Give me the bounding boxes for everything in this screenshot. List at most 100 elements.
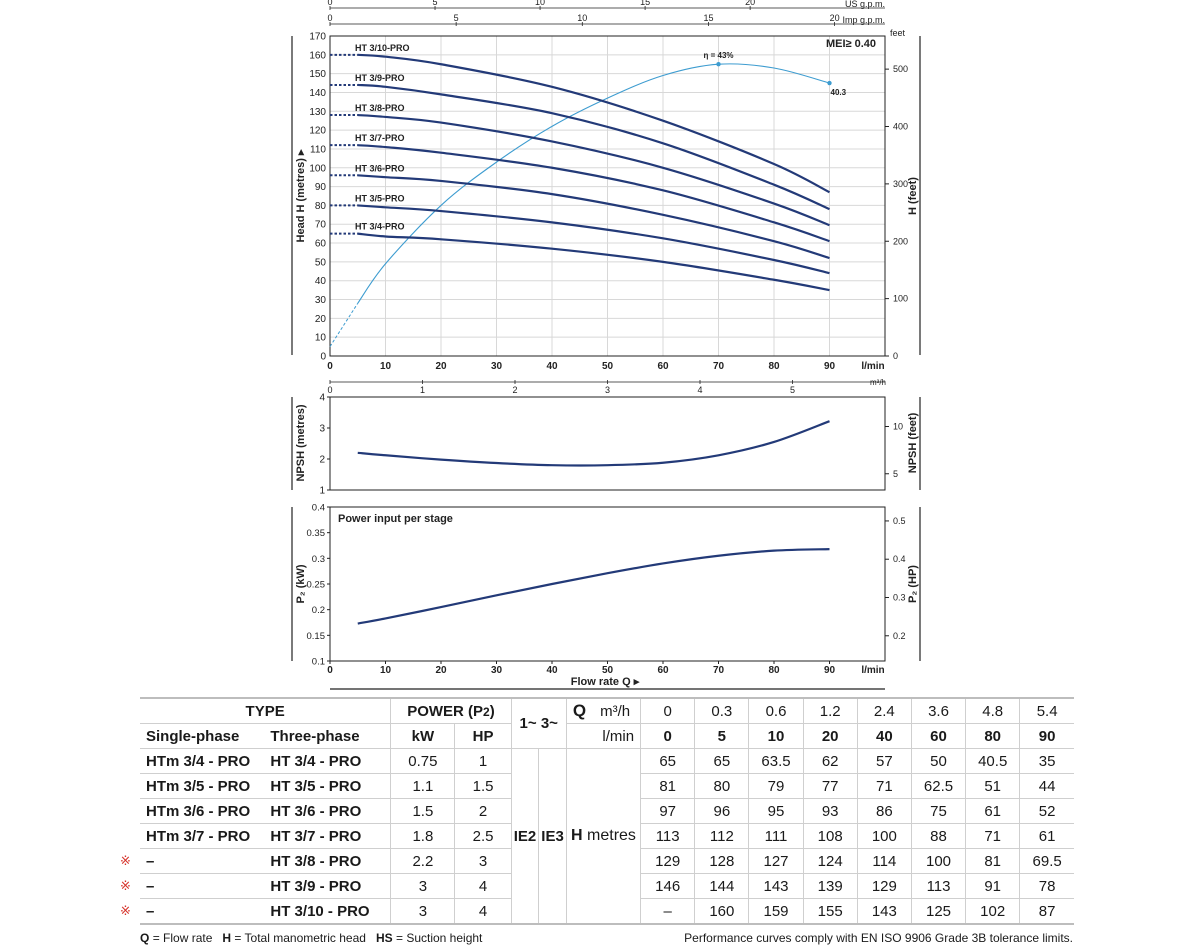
head-value: 65 (694, 748, 749, 774)
y-tick-label: 2 (319, 455, 325, 466)
y-tick-label: 100 (309, 163, 326, 174)
power-kw: 3 (390, 898, 455, 924)
lmin-value: 5 (694, 723, 749, 749)
x-unit-label: l/min (861, 361, 884, 372)
head-value: 129 (640, 848, 695, 874)
head-value: 108 (802, 823, 858, 849)
single-phase-header: Single-phase (140, 723, 265, 749)
m3h-tick-label: 4 (697, 385, 702, 395)
x-tick-label: 20 (435, 361, 447, 372)
m3h-value: 4.8 (965, 697, 1020, 724)
y-tick-label: 3 (319, 424, 325, 435)
power-kw: 1.8 (390, 823, 455, 849)
m3h-tick-label: 3 (605, 385, 610, 395)
x-tick-label: 90 (824, 361, 836, 372)
head-value: 124 (802, 848, 858, 874)
x-tick-label: 0 (327, 665, 333, 676)
top-axis-tick-label: 5 (454, 13, 459, 23)
efficiency-curve (357, 63, 830, 304)
top-axis-tick-label: 15 (640, 0, 650, 7)
three-phase-model: HT 3/9 - PRO (264, 873, 391, 899)
x-tick-label: 80 (768, 665, 780, 676)
x-tick-label: 80 (768, 361, 780, 372)
head-value: 61 (1019, 823, 1074, 849)
x-unit-label: l/min (861, 665, 884, 676)
m3h-value: 3.6 (910, 697, 966, 724)
head-value: 95 (748, 798, 804, 824)
power-curve (357, 547, 830, 625)
head-value: 62.5 (910, 773, 966, 799)
head-value: 57 (856, 748, 912, 774)
head-value: 71 (965, 823, 1020, 849)
x-tick-label: 30 (491, 665, 503, 676)
table-row: HTm 3/6 - PRO HT 3/6 - PRO 1.5 2 97 96 9… (140, 798, 1074, 824)
top-axis-label: Imp g.p.m. (842, 15, 885, 25)
head-value: 71 (856, 773, 912, 799)
y-tick-label: 0.25 (307, 580, 326, 591)
y-tick-label: 30 (315, 295, 327, 306)
power-kw: 3 (390, 873, 455, 899)
head-value: 81 (640, 773, 695, 799)
curve-label: HT 3/9-PRO (355, 73, 405, 83)
single-phase-model: HTm 3/5 - PRO (140, 773, 265, 799)
phase-header: 1~ 3~ (510, 697, 567, 749)
m3h-value: 0.3 (694, 697, 749, 724)
head-value: 144 (694, 873, 749, 899)
right-tick-label: 10 (893, 422, 903, 432)
right-tick-label: 0.5 (893, 516, 906, 526)
head-value: 159 (748, 898, 804, 924)
pump-curve (357, 174, 830, 260)
head-value: 143 (748, 873, 804, 899)
three-phase-model: HT 3/10 - PRO (264, 898, 391, 924)
x-tick-label: 10 (380, 361, 392, 372)
curve-label: HT 3/5-PRO (355, 193, 405, 203)
pump-curve (357, 232, 830, 292)
y-tick-label: 4 (319, 393, 325, 404)
table-header-row-2: Single-phase Three-phase kW HP l/min 0 5… (140, 723, 1074, 749)
x-tick-label: 70 (713, 665, 725, 676)
power-hp: 2 (454, 798, 512, 824)
type-header: TYPE (140, 697, 391, 724)
head-value: 114 (856, 848, 912, 874)
power-kw: 2.2 (390, 848, 455, 874)
top-axis-tick-label: 0 (327, 0, 332, 7)
x-tick-label: 50 (602, 665, 614, 676)
head-value: 86 (856, 798, 912, 824)
y-axis-label: P₂ (kW) (295, 564, 307, 603)
right-tick-label: 5 (893, 469, 898, 479)
y-tick-label: 40 (315, 276, 327, 287)
top-axis-tick-label: 20 (745, 0, 755, 7)
y-tick-label: 90 (315, 182, 327, 193)
y-axis-label-right: H (feet) (907, 177, 919, 215)
power-hp: 1.5 (454, 773, 512, 799)
mei-label: MEI≥ 0.40 (826, 38, 876, 50)
npsh-curve (357, 420, 830, 467)
right-tick-label: 0.3 (893, 592, 906, 602)
warning-mark-icon: ※ (120, 902, 131, 918)
pump-curve (357, 113, 830, 227)
performance-charts: 0102030405060708090100110120130140150160… (291, 0, 921, 690)
three-phase-model: HT 3/6 - PRO (264, 798, 391, 824)
right-tick-label: 0.2 (893, 631, 906, 641)
m3h-tick-label: 1 (420, 385, 425, 395)
head-value: 81 (965, 848, 1020, 874)
x-tick-label: 90 (824, 665, 836, 676)
m3h-tick-label: 5 (790, 385, 795, 395)
head-value: – (640, 898, 695, 924)
right-tick-label: 0.4 (893, 554, 906, 564)
m3h-tick-label: 2 (512, 385, 517, 395)
y-tick-label: 140 (309, 88, 326, 99)
y-tick-label: 0.15 (307, 631, 326, 642)
head-value: 91 (965, 873, 1020, 899)
y-tick-label: 0.35 (307, 528, 326, 539)
curve-label: HT 3/7-PRO (355, 133, 405, 143)
head-value: 44 (1019, 773, 1074, 799)
power-hp: 3 (454, 848, 512, 874)
head-value: 100 (856, 823, 912, 849)
table-row: HTm 3/7 - PRO HT 3/7 - PRO 1.8 2.5 113 1… (140, 823, 1074, 849)
plot-frame (329, 396, 886, 491)
footer-note: Performance curves comply with EN ISO 99… (684, 931, 1073, 945)
top-axis-tick-label: 15 (703, 13, 713, 23)
top-axis-tick-label: 5 (433, 0, 438, 7)
